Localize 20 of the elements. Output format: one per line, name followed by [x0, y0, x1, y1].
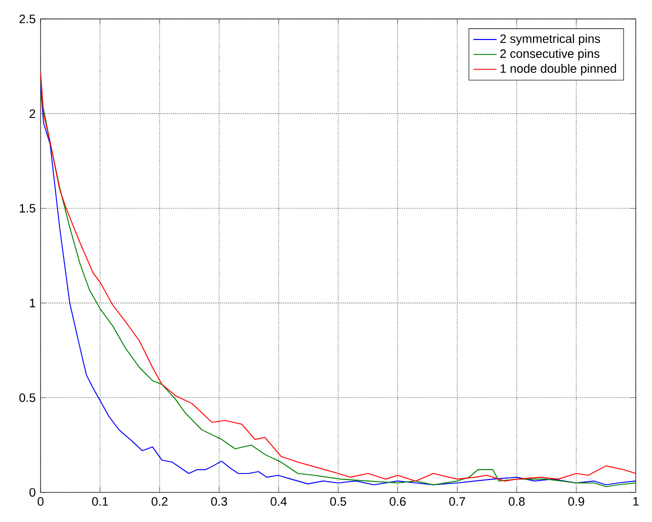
- y-tick-label: 2: [30, 109, 36, 118]
- x-tick-label: 0.5: [330, 497, 346, 506]
- x-tick-label: 0.2: [152, 497, 168, 506]
- x-tick-label: 0.4: [270, 497, 287, 506]
- x-tick-label: 0.8: [508, 497, 525, 506]
- legend-label: 2 consecutive pins: [500, 48, 600, 60]
- y-tick-label: 2.5: [19, 14, 36, 24]
- y-tick-label: 0.5: [19, 393, 36, 402]
- x-tick-label: 0: [38, 497, 44, 506]
- x-tick-label: 0.7: [449, 497, 466, 506]
- x-tick-label: 0.6: [390, 497, 406, 506]
- legend-label: 2 symmetrical pins: [500, 34, 600, 46]
- x-tick-label: 0.3: [211, 497, 228, 506]
- y-tick-label: 1: [30, 298, 36, 308]
- y-tick-label: 1.5: [20, 204, 36, 213]
- x-tick-label: 1: [633, 497, 639, 506]
- x-tick-label: 0.1: [92, 497, 108, 506]
- legend-label: 1 node double pinned: [500, 64, 616, 76]
- y-tick-label: 0: [30, 488, 36, 497]
- x-tick-label: 0.9: [568, 497, 584, 506]
